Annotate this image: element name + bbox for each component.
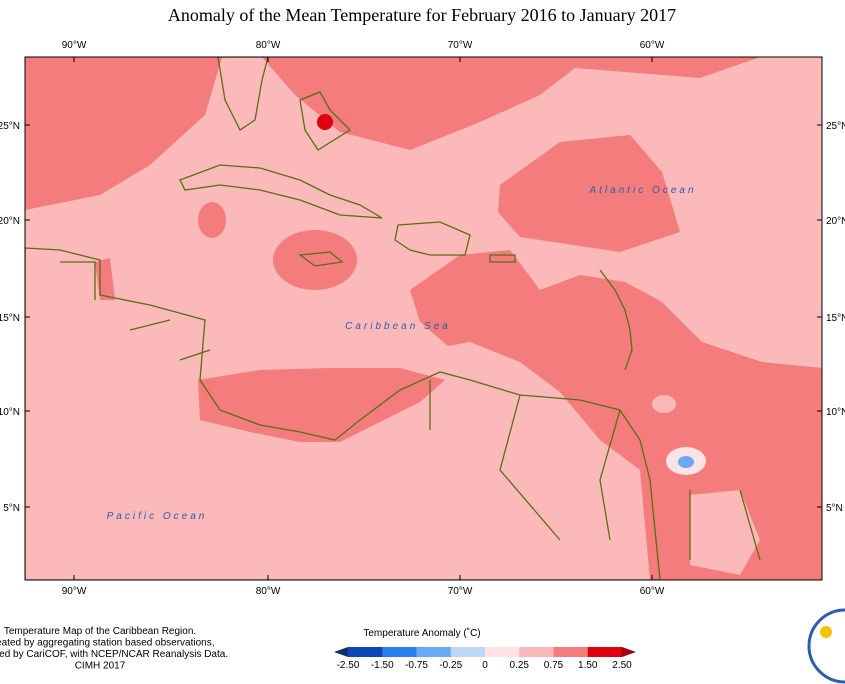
colorbar-label: 2.50	[612, 660, 632, 671]
hispaniola	[394, 221, 471, 256]
hot-spot	[317, 114, 333, 130]
lat-label: 10°N	[826, 407, 845, 418]
colorbar-segment	[416, 647, 452, 657]
lon-label: 70°W	[448, 40, 473, 51]
footer-line: provided by CariCOF, with NCEP/NCAR Rean…	[0, 649, 228, 660]
puerto-rico	[489, 254, 516, 263]
map-frame	[24, 56, 823, 581]
map-title: Anomaly of the Mean Temperature for Febr…	[168, 5, 676, 25]
lon-label: 90°W	[62, 586, 87, 597]
warm-region	[25, 57, 222, 210]
lon-label: 70°W	[448, 586, 473, 597]
logo-sun	[820, 626, 832, 638]
colorbar-label: -2.50	[337, 660, 360, 671]
lon-label: 80°W	[256, 40, 281, 51]
land-and-no-data	[25, 247, 661, 580]
lat-label: 15°N	[826, 313, 845, 324]
colorbar-label: 0	[482, 660, 488, 671]
warm-region	[273, 230, 357, 290]
colorbar-arrow	[622, 647, 636, 657]
lon-label: 60°W	[640, 40, 665, 51]
lon-label: 60°W	[640, 586, 665, 597]
florida	[217, 57, 269, 131]
light-anomaly	[652, 395, 676, 413]
lat-label: 15°N	[0, 313, 20, 324]
lat-label: 5°N	[3, 503, 20, 514]
colorbar-label: -0.25	[439, 660, 462, 671]
footer-line: CIMH 2017	[75, 661, 126, 672]
borders	[60, 261, 761, 561]
sea-label: Caribbean Sea	[345, 321, 451, 332]
bahamas	[299, 91, 352, 151]
colorbar-segment	[382, 647, 417, 657]
ocean-label: Pacific Ocean	[107, 511, 208, 522]
lesser-antilles	[599, 269, 633, 371]
colorbar-arrow	[334, 647, 348, 657]
colorbar-segment	[587, 647, 623, 657]
colorbar-segment	[348, 647, 383, 657]
map-area: Atlantic Ocean Caribbean Sea Pacific Oce…	[25, 57, 822, 580]
warm-region	[198, 368, 445, 442]
jamaica	[298, 251, 344, 267]
lat-label: 10°N	[0, 407, 20, 418]
warm-region	[262, 57, 760, 150]
lon-label: 90°W	[62, 40, 87, 51]
warm-region	[498, 135, 680, 252]
colorbar-segment	[450, 647, 486, 657]
colorbar-label: 0.75	[544, 660, 564, 671]
light-anomaly	[690, 490, 760, 575]
lat-label: 20°N	[826, 216, 845, 227]
footer-line: Temperature Map of the Caribbean Region.	[4, 626, 196, 637]
cuba	[179, 164, 383, 219]
lat-label: 20°N	[0, 216, 20, 227]
colorbar-segment	[519, 647, 554, 657]
colorbar-title: Temperature Anomaly (˚C)	[363, 627, 480, 639]
ocean-label: Atlantic Ocean	[588, 185, 696, 196]
footer-line: Created by aggregating station based obs…	[0, 638, 215, 649]
colorbar-label: -1.50	[371, 660, 394, 671]
colorbar-label: 0.25	[510, 660, 530, 671]
cool-anomaly	[678, 456, 694, 468]
logo	[807, 608, 845, 684]
lon-label: 80°W	[256, 586, 281, 597]
colorbar-label: 1.50	[578, 660, 598, 671]
lat-label: 5°N	[826, 503, 843, 514]
lat-label: 25°N	[0, 121, 20, 132]
lat-label: 25°N	[826, 121, 845, 132]
warm-region	[198, 202, 226, 238]
colorbar-segment	[553, 647, 589, 657]
colorbar-segment	[485, 647, 520, 657]
colorbar-label: -0.75	[405, 660, 428, 671]
